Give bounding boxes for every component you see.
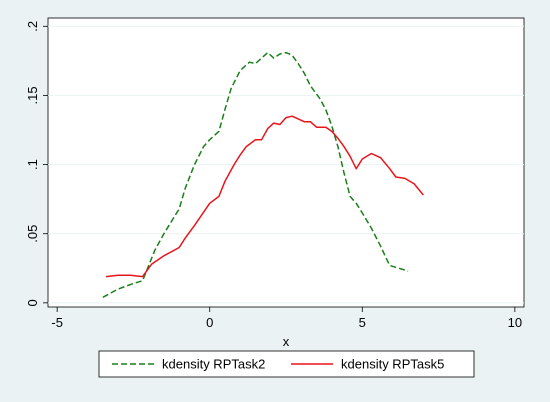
series-line-2 bbox=[105, 115, 424, 278]
x-tick-label: 10 bbox=[508, 315, 522, 330]
x-tick-label: -5 bbox=[51, 315, 63, 330]
x-tick-label: 0 bbox=[206, 315, 213, 330]
legend: kdensity RPTask2 kdensity RPTask5 bbox=[98, 350, 475, 378]
y-tick-label: .05 bbox=[25, 225, 40, 243]
x-axis-label: x bbox=[283, 334, 290, 349]
series-lines bbox=[102, 51, 424, 298]
y-tick-label: 0 bbox=[25, 299, 40, 306]
y-tick-label: .1 bbox=[25, 159, 40, 170]
y-axis: 0 .05 .1 .15 .2 bbox=[25, 21, 48, 306]
legend-label-1: kdensity RPTask2 bbox=[162, 357, 265, 372]
x-tick-label: 5 bbox=[359, 315, 366, 330]
plot-area bbox=[47, 17, 525, 308]
series-line-1 bbox=[102, 51, 409, 298]
gridlines bbox=[48, 25, 524, 304]
x-axis: -5 0 5 10 bbox=[51, 307, 522, 330]
y-tick-label: .2 bbox=[25, 21, 40, 32]
legend-box bbox=[98, 350, 475, 378]
y-tick-label: .15 bbox=[25, 86, 40, 104]
legend-label-2: kdensity RPTask5 bbox=[341, 357, 444, 372]
